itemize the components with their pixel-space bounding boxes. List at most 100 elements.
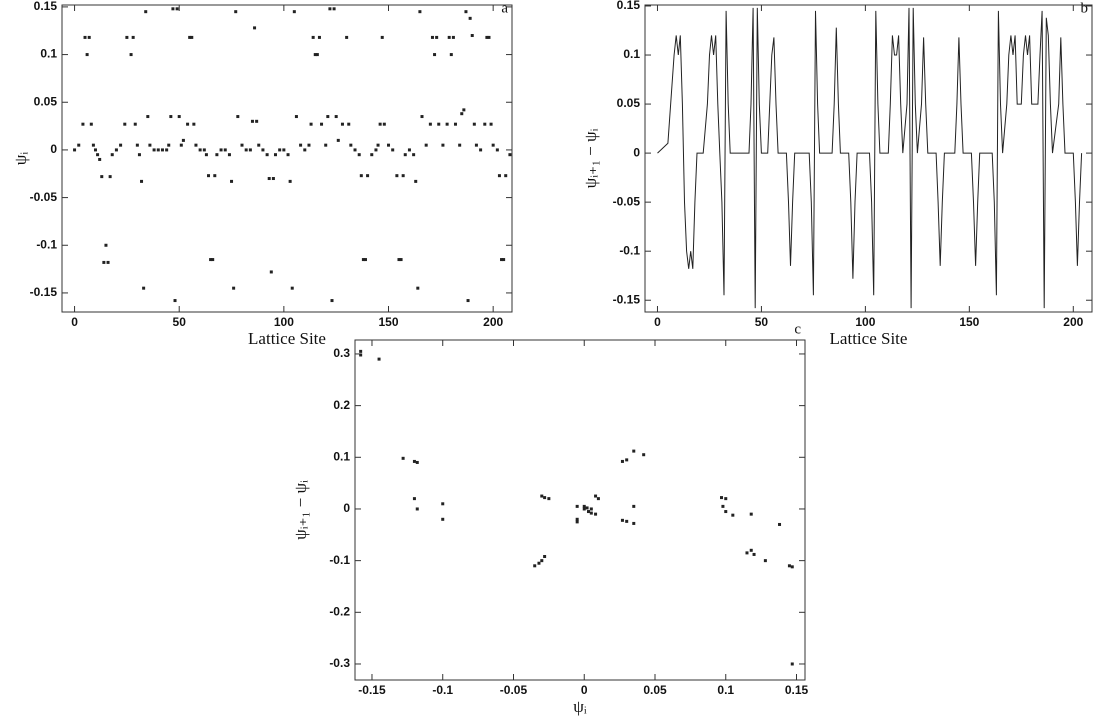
x-tick-label: 150: [378, 315, 398, 329]
point: [204, 153, 208, 157]
point: [165, 148, 169, 152]
x-tick-label: 50: [755, 315, 769, 329]
point: [175, 7, 179, 11]
point: [790, 565, 794, 569]
point: [547, 497, 551, 501]
point: [589, 511, 593, 515]
point: [575, 517, 579, 521]
point: [378, 122, 382, 126]
point: [104, 243, 108, 247]
point: [290, 286, 294, 290]
point: [160, 148, 164, 152]
point: [340, 122, 344, 126]
point: [594, 512, 598, 516]
point: [745, 551, 749, 555]
point: [582, 504, 586, 508]
point: [632, 449, 636, 453]
y-tick-label: -0.15: [30, 285, 58, 299]
point: [441, 502, 445, 506]
point: [485, 35, 489, 39]
point: [211, 258, 215, 262]
point: [261, 148, 265, 152]
x-tick-label: 200: [483, 315, 503, 329]
point: [96, 153, 100, 157]
y-tick-label: -0.05: [613, 194, 641, 208]
point: [244, 148, 248, 152]
point: [412, 459, 416, 463]
point: [620, 459, 624, 463]
point: [625, 458, 629, 462]
point: [192, 122, 196, 126]
point: [324, 143, 328, 147]
point: [543, 555, 547, 559]
point: [207, 174, 211, 178]
y-tick-label: 0.1: [333, 449, 350, 463]
point: [487, 35, 491, 39]
point: [495, 148, 499, 152]
point: [543, 496, 547, 500]
point: [382, 122, 386, 126]
point: [137, 153, 141, 157]
y-tick-label: 0.05: [617, 96, 641, 110]
point: [188, 35, 192, 39]
y-tick-label: -0.1: [619, 243, 640, 257]
point: [156, 148, 160, 152]
point: [234, 10, 238, 14]
y-tick-label: -0.1: [36, 237, 57, 251]
point: [347, 122, 351, 126]
point: [449, 53, 453, 57]
y-tick-label: 0.05: [34, 94, 58, 108]
point: [474, 143, 478, 147]
point: [142, 286, 146, 290]
x-tick-label: 0.15: [785, 683, 809, 697]
point: [219, 148, 223, 152]
point: [89, 122, 93, 126]
point: [540, 494, 544, 498]
point: [420, 115, 424, 119]
point: [540, 559, 544, 563]
point: [326, 115, 330, 119]
point: [146, 115, 150, 119]
point: [359, 353, 363, 357]
x-tick-label: 0: [581, 683, 588, 697]
point: [790, 662, 794, 666]
point: [336, 138, 340, 142]
point: [441, 517, 445, 521]
point: [620, 518, 624, 522]
point: [433, 53, 437, 57]
y-tick-label: -0.15: [613, 292, 641, 306]
point: [232, 286, 236, 290]
point: [468, 16, 472, 20]
x-axis-label: ψᵢ: [573, 697, 587, 716]
x-tick-label: 150: [959, 315, 979, 329]
point: [73, 148, 77, 152]
point: [537, 561, 541, 565]
plot-frame: [644, 4, 1093, 313]
y-tick-label: 0.2: [333, 398, 350, 412]
point: [253, 26, 257, 30]
point: [330, 299, 334, 303]
y-tick-label: -0.3: [329, 656, 350, 670]
point: [271, 177, 275, 181]
point: [397, 258, 401, 262]
point: [472, 122, 476, 126]
point: [483, 122, 487, 126]
point: [148, 143, 152, 147]
point: [303, 148, 307, 152]
point: [731, 513, 735, 517]
point: [380, 35, 384, 39]
point: [720, 496, 724, 500]
point: [401, 174, 405, 178]
y-axis-label: ψᵢ: [11, 152, 30, 166]
point: [363, 258, 367, 262]
point: [202, 148, 206, 152]
y-axis-label: ψᵢ₊₁ − ψᵢ: [581, 128, 600, 188]
point: [328, 7, 332, 11]
point: [81, 122, 85, 126]
x-tick-label: 0: [654, 315, 661, 329]
point: [412, 497, 416, 501]
point: [585, 506, 589, 510]
point: [749, 548, 753, 552]
point: [77, 143, 81, 147]
point: [110, 153, 114, 157]
